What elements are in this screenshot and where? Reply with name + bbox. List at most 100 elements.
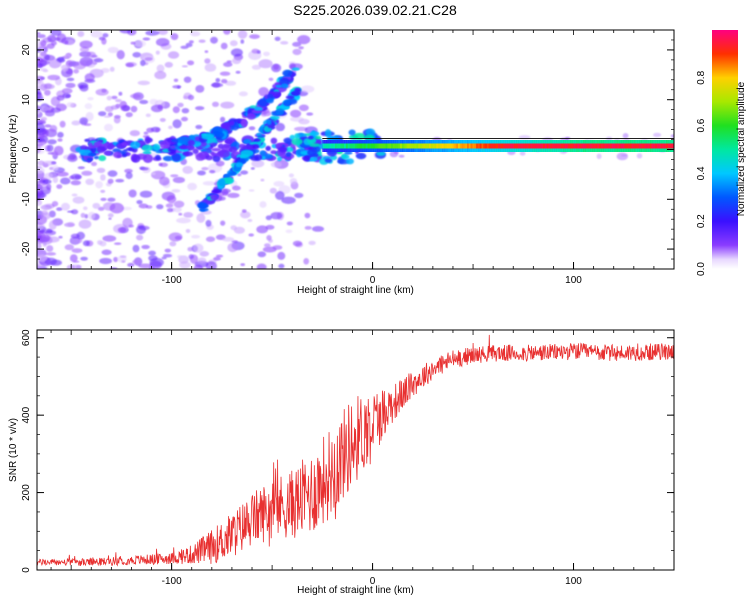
spectrogram-blob-557 [107,197,116,202]
spectrogram-blob-401 [102,235,117,242]
spectrogram-blob-34 [139,190,153,198]
spectrogram-blob-1279 [307,135,314,140]
spectrogram-blob-599 [57,138,63,142]
spectrogram-blob-534 [92,202,101,209]
tone-core [486,143,491,149]
spectrogram-blob-898 [216,149,231,158]
spectrogram-blob-1200 [210,194,219,201]
colorbar-tick-label: 0.0 [696,262,707,276]
tone-core [530,143,534,149]
spectrogram-blob-448 [273,181,285,187]
spectrogram-blob-471 [304,226,312,230]
spectrogram-blob-593 [40,51,47,57]
tone-core [669,143,673,149]
spectrogram-blob-1201 [275,108,285,116]
spectrogram-blob-111 [260,178,265,182]
spectrogram-blob-658 [519,151,526,156]
tone-core [600,143,605,149]
spectrogram-blob-348 [84,103,93,110]
spectrogram-blob-580 [119,30,132,34]
spectrogram-blob-188 [171,189,181,193]
spectrogram-blob-428 [78,219,92,229]
spectrogram-blob-58 [84,214,89,219]
snr-x-label: Height of straight line (km) [297,585,414,596]
spectrogram-blob-542 [37,184,43,190]
spectrogram-blob-255 [44,89,51,96]
tone-core [642,143,646,149]
spectrogram-blob-602 [172,176,185,184]
spectrogram-blob-493 [227,242,238,253]
spectrogram-blob-725 [142,150,152,155]
spectrogram-blob-826 [131,154,141,163]
spectrogram-blob-445 [44,83,52,89]
spectrogram-blob-633 [212,101,219,108]
tone-core [383,143,387,149]
spectrogram-blob-874 [217,143,224,150]
spectrogram-blob-872 [118,139,125,143]
tone-core [524,143,529,149]
tone-core [418,143,422,149]
snr-series [37,334,674,567]
tone-core [483,143,487,149]
spectrogram-blob-301 [125,62,134,68]
spectrogram-blob-269 [198,39,206,43]
spectrogram-blob-591 [177,255,183,259]
spectrogram-blob-553 [37,143,44,147]
spectrogram-blob-35 [259,201,267,208]
spectrogram-blob-921 [96,145,106,154]
spectrogram-blob-627 [181,65,188,68]
tone-core [496,143,500,149]
spectrogram-blob-546 [40,40,47,47]
tone-core [374,143,378,149]
tone-core [532,143,536,149]
spectrogram-blob-511 [248,189,255,192]
spectrogram-blob-483 [251,48,260,54]
spectrogram-blob-178 [107,213,114,218]
tone-core [430,143,435,149]
spectrogram-blob-179 [281,196,296,204]
spectrogram-blob-232 [172,106,180,114]
spectrogram-blob-852 [112,148,121,153]
spectrogram-blob-415 [71,193,78,197]
tone-core [568,143,572,149]
spectrogram-blob-10 [58,235,63,239]
spectrogram-blob-1180 [285,95,295,100]
spectrogram-blob-927 [88,145,96,149]
tone-core [602,143,606,149]
tone-core [425,143,429,149]
spectrogram-blob-411 [222,237,235,242]
spectrogram-blob-259 [202,181,216,186]
tone-core [441,143,445,149]
tone-core [640,143,644,149]
spectrogram-blob-150 [297,35,311,45]
spectrogram-blob-240 [101,249,112,256]
spectrogram-blob-1186 [240,149,254,157]
spectrogram-blob-1274 [348,129,356,136]
spectrogram-blob-318 [304,212,311,219]
tone-core [644,143,648,149]
spectrogram-blob-139 [247,219,253,222]
spectrogram-blob-482 [157,30,168,35]
spectrogram-blob-479 [82,240,90,247]
tone-core [429,143,433,149]
spectrogram-blob-601 [132,260,141,264]
tone-core [609,143,614,149]
tone-core [458,143,462,149]
chart-title: S225.2026.039.02.21.C28 [293,2,457,18]
spectrogram-blob-151 [215,254,224,258]
spectrogram-blob-882 [270,150,277,155]
tone-core [521,143,525,149]
spectrogram-blob-581 [88,211,96,220]
tone-core [326,143,330,149]
spectrogram-blob-229 [181,108,190,114]
spectrogram-blob-39 [132,244,140,253]
spectrogram-blob-54 [306,112,314,116]
tone-core [588,143,592,149]
spectrogram-blob-683 [636,153,643,159]
tone-core [506,143,510,149]
tone-core [555,143,559,149]
tone-core [344,143,348,149]
spectrogram-blob-521 [64,40,69,44]
spectrogram-blob-109 [77,166,85,170]
spectrogram-blob-570 [42,179,52,185]
